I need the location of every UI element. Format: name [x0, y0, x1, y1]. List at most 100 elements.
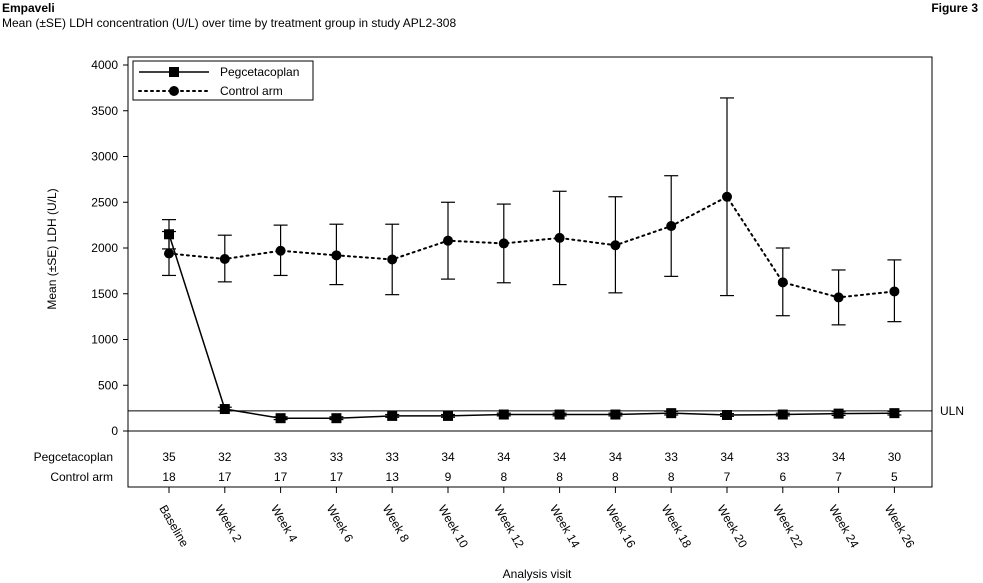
n-cell: 8 [668, 470, 675, 484]
y-tick-label: 3500 [91, 104, 118, 118]
series-line-1 [168, 195, 896, 299]
x-tick-label: Week 24 [826, 503, 862, 551]
x-tick-label: Week 12 [491, 503, 527, 551]
x-tick-label: Week 2 [212, 503, 245, 545]
x-tick-label: Week 4 [268, 503, 301, 545]
marker-circle-1 [219, 253, 230, 264]
marker-square-13 [889, 408, 900, 419]
n-at-risk-table: Pegcetacoplan 35 32 33 33 33 34 34 34 34 33 34 33 34 3… [34, 450, 902, 484]
marker-circle-0 [164, 248, 174, 259]
x-tick-label: Week 16 [603, 503, 639, 551]
n-cell: 34 [497, 450, 511, 464]
marker-square-11 [777, 409, 788, 420]
legend-label-0: Pegcetacoplan [220, 65, 299, 79]
marker-circle-9 [666, 221, 677, 232]
n-cell: 33 [330, 450, 344, 464]
n-cell: 33 [776, 450, 790, 464]
marker-square-12 [833, 408, 844, 419]
legend-marker-square [169, 67, 179, 77]
x-tick-label: Baseline [156, 503, 191, 550]
y-tick-label: 4000 [91, 58, 118, 72]
marker-circle-4 [387, 254, 398, 265]
x-tick-label: Week 20 [714, 503, 750, 551]
series-line-0 [168, 234, 895, 419]
marker-circle-11 [777, 277, 788, 288]
marker-square-5 [443, 410, 453, 421]
marker-circle-13 [889, 286, 900, 297]
n-cell: 33 [386, 450, 400, 464]
marker-square-4 [387, 410, 398, 421]
marker-circle-12 [833, 292, 844, 303]
n-cell: 34 [609, 450, 623, 464]
marker-square-1 [219, 404, 230, 415]
n-cell: 9 [445, 470, 452, 484]
n-cell: 17 [218, 470, 232, 484]
n-cell: 17 [330, 470, 344, 484]
y-tick-label: 500 [98, 378, 118, 392]
plot-area-frame [127, 56, 933, 488]
uln-label: ULN [940, 404, 964, 418]
marker-circle-7 [554, 232, 565, 243]
n-cell: 8 [556, 470, 563, 484]
series-lines [168, 195, 896, 419]
n-row-label: Pegcetacoplan [34, 450, 113, 464]
figure-label: Figure 3 [931, 1, 978, 15]
marker-circle-5 [443, 235, 453, 246]
chart-subtitle: Mean (±SE) LDH concentration (U/L) over … [2, 16, 457, 30]
n-cell: 7 [724, 470, 731, 484]
n-cell: 34 [720, 450, 734, 464]
legend: Pegcetacoplan Control arm [132, 60, 314, 101]
marker-circle-3 [331, 250, 342, 261]
marker-square-9 [666, 408, 677, 419]
legend-marker-circle [169, 86, 179, 96]
x-tick-label: Week 26 [882, 503, 918, 551]
y-tick-label: 0 [111, 424, 118, 438]
marker-square-7 [554, 409, 565, 420]
n-cell: 13 [386, 470, 400, 484]
marker-square-2 [275, 413, 286, 424]
x-axis-title: Analysis visit [503, 567, 572, 581]
n-cell: 5 [891, 470, 898, 484]
x-tick-label: Week 6 [324, 503, 357, 545]
legend-label-1: Control arm [220, 84, 283, 98]
marker-square-10 [722, 409, 732, 420]
n-cell: 6 [779, 470, 786, 484]
y-tick-label: 2500 [91, 195, 118, 209]
n-cell: 32 [218, 450, 232, 464]
n-cell: 7 [835, 470, 842, 484]
y-tick-label: 1500 [91, 287, 118, 301]
y-axis: 0 500 1000 1500 2000 2500 3000 3500 4000 [91, 58, 128, 438]
n-row-label: Control arm [50, 470, 113, 484]
n-cell: 8 [500, 470, 507, 484]
series-markers [164, 191, 900, 424]
x-tick-label: Week 18 [659, 503, 695, 551]
n-cell: 18 [162, 470, 176, 484]
n-cell: 34 [553, 450, 567, 464]
marker-circle-8 [610, 240, 621, 251]
marker-circle-10 [722, 191, 732, 202]
n-cell: 34 [832, 450, 846, 464]
x-tick-label: Week 8 [380, 503, 413, 545]
marker-square-8 [610, 409, 621, 420]
x-axis: Baseline Week 2 Week 4 Week 6 Week 8 Week 10 W… [156, 487, 918, 551]
n-cell: 30 [888, 450, 902, 464]
marker-square-0 [164, 229, 174, 240]
error-bars [162, 97, 902, 421]
marker-circle-6 [498, 238, 509, 249]
marker-square-6 [498, 409, 509, 420]
x-tick-label: Week 10 [435, 503, 471, 551]
legend-box [132, 60, 314, 101]
x-tick-label: Week 14 [547, 503, 583, 551]
n-cell: 17 [274, 470, 288, 484]
n-cell: 35 [162, 450, 176, 464]
marker-circle-2 [275, 245, 286, 256]
x-tick-label: Week 22 [770, 503, 806, 551]
y-tick-label: 3000 [91, 150, 118, 164]
uln-reference-line: ULN [128, 404, 964, 432]
n-cell: 34 [441, 450, 455, 464]
y-tick-label: 2000 [91, 241, 118, 255]
y-axis-title: Mean (±SE) LDH (U/L) [45, 188, 59, 309]
n-cell: 8 [612, 470, 619, 484]
brand-name: Empaveli [2, 1, 55, 15]
